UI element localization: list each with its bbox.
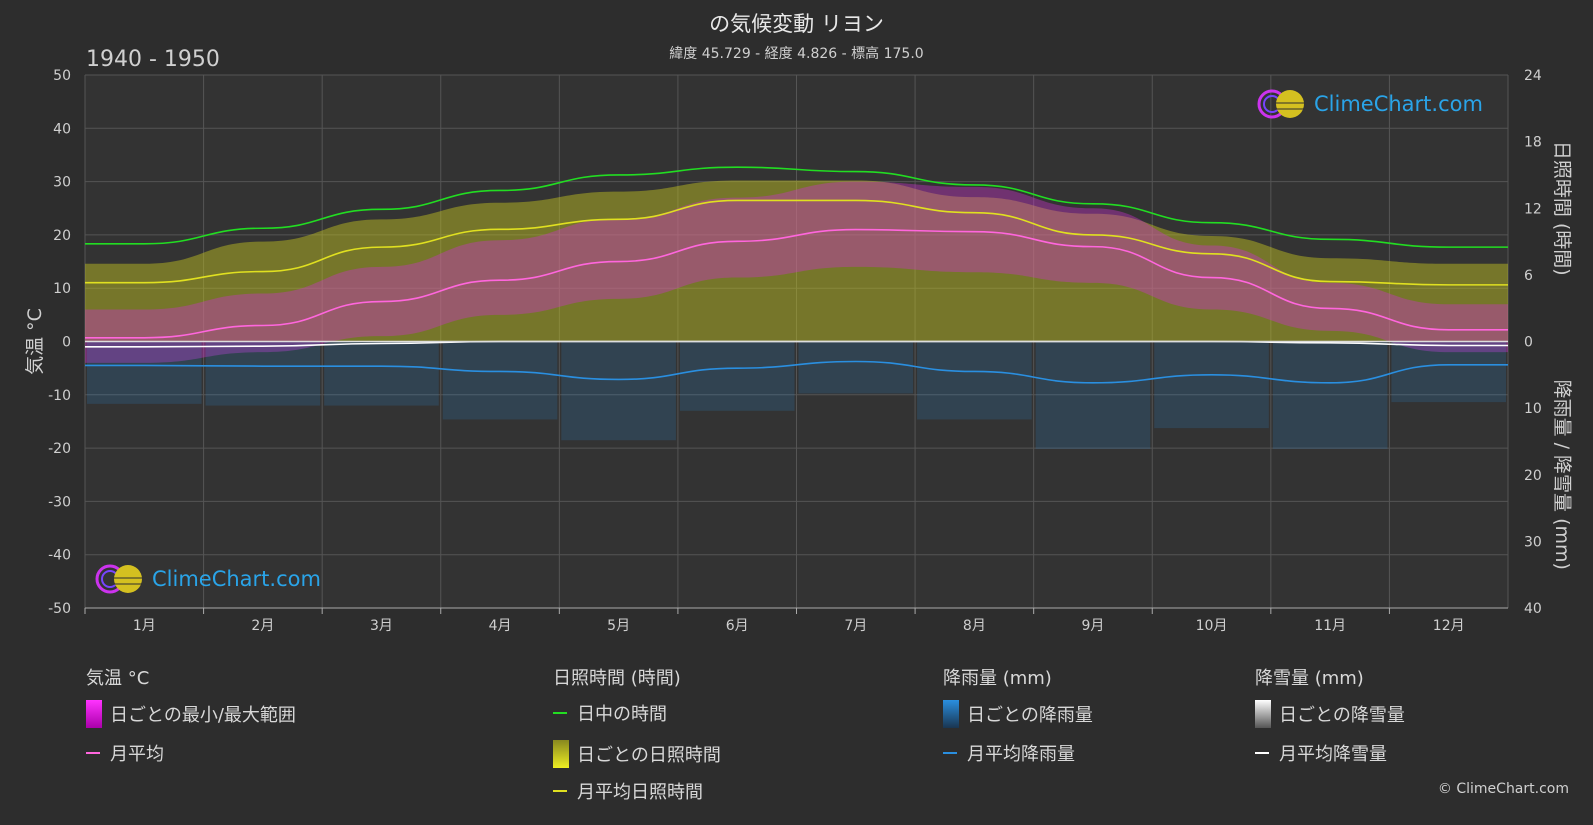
y-right-tick-label: 6	[1524, 268, 1533, 284]
axes: 50 40 30 20 10 0 -10 -20 -30 -40 -50 24 18 12 6 0 10 20 30…	[24, 68, 1573, 634]
legend-item-snow-avg: 月平均降雪量	[1255, 740, 1387, 766]
series-lines	[85, 166, 1508, 384]
daily-rain-bar	[917, 341, 1032, 420]
legend-heading-temperature: 気温 °C	[86, 668, 150, 689]
logo-bottom[interactable]: ClimeChart.com	[94, 563, 321, 595]
legend-heading-sunshine: 日照時間 (時間)	[553, 668, 681, 689]
series-line	[85, 199, 1508, 286]
y-axis-label: 気温 °C	[24, 308, 46, 375]
x-tick-label: 6月	[726, 618, 749, 634]
sunshine-avg-swatch	[553, 790, 567, 792]
sunshine-swatch	[553, 740, 569, 768]
temp-range-band	[85, 181, 1508, 363]
x-tick-label: 12月	[1433, 618, 1465, 634]
y-tick-label: 40	[53, 121, 71, 137]
x-tick-label: 2月	[251, 618, 274, 634]
range-bands	[85, 180, 1508, 449]
x-tick-label: 1月	[133, 618, 156, 634]
legend-item-daily-rain: 日ごとの降雨量	[943, 700, 1093, 728]
y-right-tick-label: 18	[1524, 135, 1542, 151]
x-tick-label: 4月	[489, 618, 512, 634]
daily-sunshine-band	[85, 180, 1508, 342]
legend-item-temp-range: 日ごとの最小/最大範囲	[86, 700, 296, 728]
daily-rain-bar	[1035, 341, 1151, 449]
legend-item-temp-avg: 月平均	[86, 740, 164, 766]
x-tick-label: 9月	[1081, 618, 1104, 634]
daily-rain-bar	[87, 341, 202, 404]
y-tick-label: 30	[53, 175, 71, 191]
x-tick-label: 7月	[844, 618, 867, 634]
daily-rain-bar	[1391, 341, 1506, 403]
x-tick-label: 5月	[607, 618, 630, 634]
daylight-swatch	[553, 712, 567, 714]
legend-item-daily-snow: 日ごとの降雪量	[1255, 700, 1405, 728]
y-right-tick-label: 10	[1524, 401, 1542, 417]
y-tick-label: 10	[53, 281, 71, 297]
daily-rain-bar	[679, 341, 795, 411]
y-right-tick-label: 24	[1524, 68, 1542, 84]
temp-range-swatch	[86, 700, 102, 728]
chart-subtitle: 緯度 45.729 - 経度 4.826 - 標高 175.0	[669, 46, 924, 62]
y-tick-label: -10	[48, 388, 71, 404]
chart-title: の気候変動 リヨン	[709, 12, 884, 36]
y-tick-label: -40	[48, 548, 71, 564]
series-line	[85, 166, 1508, 248]
series-line	[85, 228, 1508, 339]
logo-icon	[1257, 89, 1304, 119]
legend-item-daily-sunshine: 日ごとの日照時間	[553, 740, 721, 768]
legend-heading-snow: 降雪量 (mm)	[1255, 668, 1364, 689]
y-right-tick-label: 12	[1524, 201, 1542, 217]
daily-rain-bar	[561, 341, 676, 441]
daily-rain-bar	[324, 341, 439, 406]
daily-rain-bar	[1154, 341, 1269, 429]
daily-rain-bar	[798, 341, 914, 394]
daily-rain-bar	[205, 341, 321, 406]
y-right-axis-label-sunshine: 日照時間 (時間)	[1551, 141, 1573, 276]
period-label: 1940 - 1950	[86, 47, 220, 72]
snow-avg-swatch	[1255, 752, 1269, 754]
y-right-tick-label: 30	[1524, 534, 1542, 550]
legend-item-daylight: 日中の時間	[553, 700, 667, 726]
y-tick-label: 50	[53, 68, 71, 84]
y-right-tick-label: 20	[1524, 468, 1542, 484]
logo-text: ClimeChart.com	[152, 567, 321, 591]
legend-item-sunshine-avg: 月平均日照時間	[553, 778, 703, 804]
rain-swatch	[943, 700, 959, 728]
copyright: © ClimeChart.com	[1437, 781, 1569, 797]
x-tick-label: 10月	[1196, 618, 1228, 634]
y-tick-label: 0	[62, 335, 71, 351]
legend-item-rain-avg: 月平均降雨量	[943, 740, 1075, 766]
y-tick-label: -50	[48, 601, 71, 617]
y-tick-label: 20	[53, 228, 71, 244]
y-right-axis-label-precipitation: 降雨量 / 降雪量 (mm)	[1551, 380, 1573, 570]
legend-heading-rain: 降雨量 (mm)	[943, 668, 1052, 689]
x-tick-label: 11月	[1314, 618, 1346, 634]
y-right-tick-label: 0	[1524, 335, 1533, 351]
series-line	[85, 360, 1508, 384]
rain-avg-swatch	[943, 752, 957, 754]
temp-avg-swatch	[86, 752, 100, 754]
daily-rain-bar	[1272, 341, 1388, 449]
x-tick-label: 3月	[370, 618, 393, 634]
y-tick-label: -20	[48, 441, 71, 457]
y-right-tick-label: 40	[1524, 601, 1542, 617]
logo-top[interactable]: ClimeChart.com	[1256, 88, 1483, 120]
logo-text: ClimeChart.com	[1314, 92, 1483, 116]
daily-rain-bar	[442, 341, 558, 420]
snow-swatch	[1255, 700, 1271, 728]
y-tick-label: -30	[48, 494, 71, 510]
x-tick-label: 8月	[963, 618, 986, 634]
logo-icon	[95, 564, 142, 594]
